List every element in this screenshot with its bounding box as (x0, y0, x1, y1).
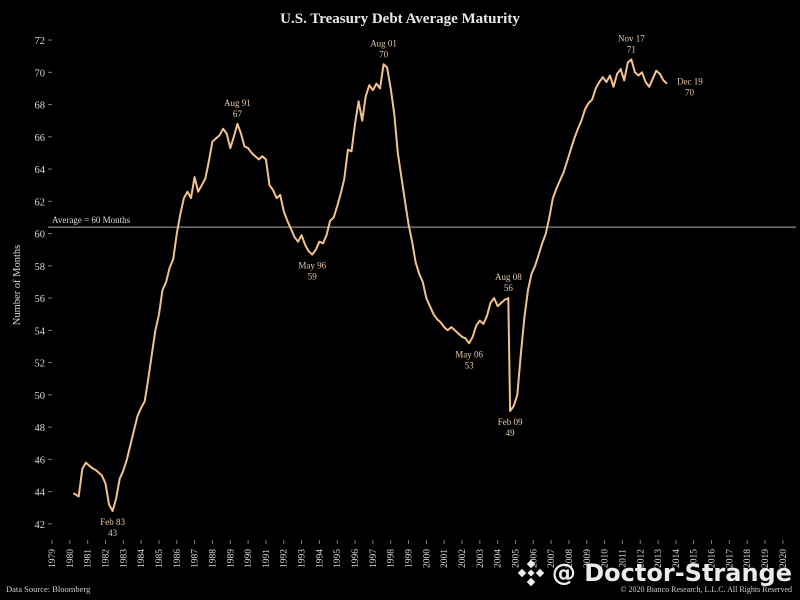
x-tick-label: 2018 (743, 549, 753, 568)
y-tick-label: 44 (35, 488, 46, 499)
y-tick-label: 66 (35, 133, 46, 144)
x-tick-label: 2009 (583, 549, 593, 568)
data-source-note: Data Source: Bloomberg (6, 584, 91, 594)
x-tick-label: 1986 (173, 549, 183, 568)
x-tick-label: 2012 (636, 549, 646, 568)
x-tick-label: 1993 (298, 549, 308, 568)
copyright-note: © 2020 Bianco Research, L.L.C. All Right… (620, 585, 792, 594)
x-tick-label: 1979 (48, 549, 58, 568)
x-tick-label: 2002 (458, 549, 468, 568)
x-tick-label: 2001 (440, 549, 450, 568)
watermark-text: @ Doctor-Strange (551, 559, 792, 587)
x-tick-label: 1990 (244, 549, 254, 568)
x-tick-label: 2011 (618, 549, 628, 568)
x-tick-label: 1997 (369, 549, 379, 568)
y-tick-label: 72 (35, 36, 46, 47)
x-tick-label: 2006 (529, 549, 539, 568)
x-tick-label: 1989 (226, 549, 236, 568)
x-tick-label: 2007 (547, 549, 557, 568)
x-tick-label: 1999 (405, 549, 415, 568)
y-tick-label: 62 (35, 197, 46, 208)
watermark: @ Doctor-Strange (516, 558, 792, 588)
binance-diamond-icon (517, 559, 545, 587)
x-tick-label: 1987 (191, 549, 201, 568)
y-tick-label: 46 (35, 455, 46, 466)
annotation-date: Aug 91 (224, 98, 251, 108)
x-tick-label: 1988 (208, 549, 218, 568)
annotation-date: Aug 01 (370, 38, 397, 48)
x-tick-label: 1991 (262, 549, 272, 568)
x-tick-label: 1996 (351, 549, 361, 568)
x-tick-label: 2003 (476, 549, 486, 568)
x-tick-label: 2020 (779, 549, 789, 568)
y-tick-label: 50 (35, 391, 46, 402)
y-tick-label: 48 (35, 423, 46, 434)
y-tick-label: 54 (35, 326, 46, 337)
annotation-value: 67 (233, 109, 243, 119)
series-line-0 (72, 58, 668, 512)
x-tick-label: 1984 (137, 549, 147, 568)
x-tick-label: 2008 (565, 549, 575, 568)
y-tick-label: 56 (35, 294, 46, 305)
x-tick-label: 2013 (654, 549, 664, 568)
y-tick-label: 52 (35, 359, 46, 370)
x-tick-label: 2016 (708, 549, 718, 568)
annotation-value: 59 (308, 272, 318, 282)
annotation-value: 53 (465, 360, 475, 370)
x-tick-label: 2019 (761, 549, 771, 568)
annotation-value: 43 (108, 528, 118, 538)
y-tick-label: 42 (35, 520, 46, 531)
x-tick-label: 1982 (101, 549, 111, 568)
x-tick-label: 2017 (725, 549, 735, 568)
annotation-value: 70 (379, 49, 389, 59)
x-tick-label: 2015 (690, 549, 700, 568)
x-tick-label: 1983 (119, 549, 129, 568)
y-tick-label: 70 (35, 68, 46, 79)
chart-title: U.S. Treasury Debt Average Maturity (280, 11, 520, 27)
x-tick-label: 2000 (422, 549, 432, 568)
x-tick-label: 2004 (494, 549, 504, 568)
y-axis-label: Number of Months (12, 245, 23, 326)
annotation-date: May 96 (298, 261, 326, 271)
annotation-value: 70 (685, 88, 695, 98)
average-reference-label: Average = 60 Months (52, 215, 131, 225)
x-tick-label: 2010 (601, 549, 611, 568)
x-tick-label: 1995 (333, 549, 343, 568)
x-tick-label: 1998 (387, 549, 397, 568)
annotation-date: Dec 19 (677, 77, 703, 87)
annotation-value: 49 (506, 428, 516, 438)
axes-layer: 42 44 46 48 50 52 54 56 58 60 62 64 66 68 70 72 1979 1980… (35, 36, 789, 568)
x-tick-label: 2005 (511, 549, 521, 568)
series-layer (72, 58, 668, 512)
reference-line-layer: Average = 60 Months (48, 215, 796, 228)
y-tick-label: 58 (35, 262, 46, 273)
x-tick-label: 1992 (280, 549, 290, 568)
annotation-value: 56 (504, 283, 514, 293)
annotation-date: Aug 08 (495, 272, 522, 282)
y-tick-label: 64 (35, 165, 46, 176)
y-tick-label: 60 (35, 230, 46, 241)
x-tick-label: 2014 (672, 549, 682, 568)
annotation-date: Feb 09 (498, 417, 523, 427)
annotation-date: Feb 83 (100, 517, 125, 527)
x-tick-label: 1994 (315, 549, 325, 568)
x-tick-label: 1981 (84, 549, 94, 568)
x-tick-label: 1985 (155, 549, 165, 568)
annotation-date: May 06 (455, 349, 483, 359)
x-tick-label: 1980 (66, 549, 76, 568)
annotation-value: 71 (627, 44, 636, 54)
annotation-date: Nov 17 (618, 33, 645, 43)
y-tick-label: 68 (35, 101, 46, 112)
